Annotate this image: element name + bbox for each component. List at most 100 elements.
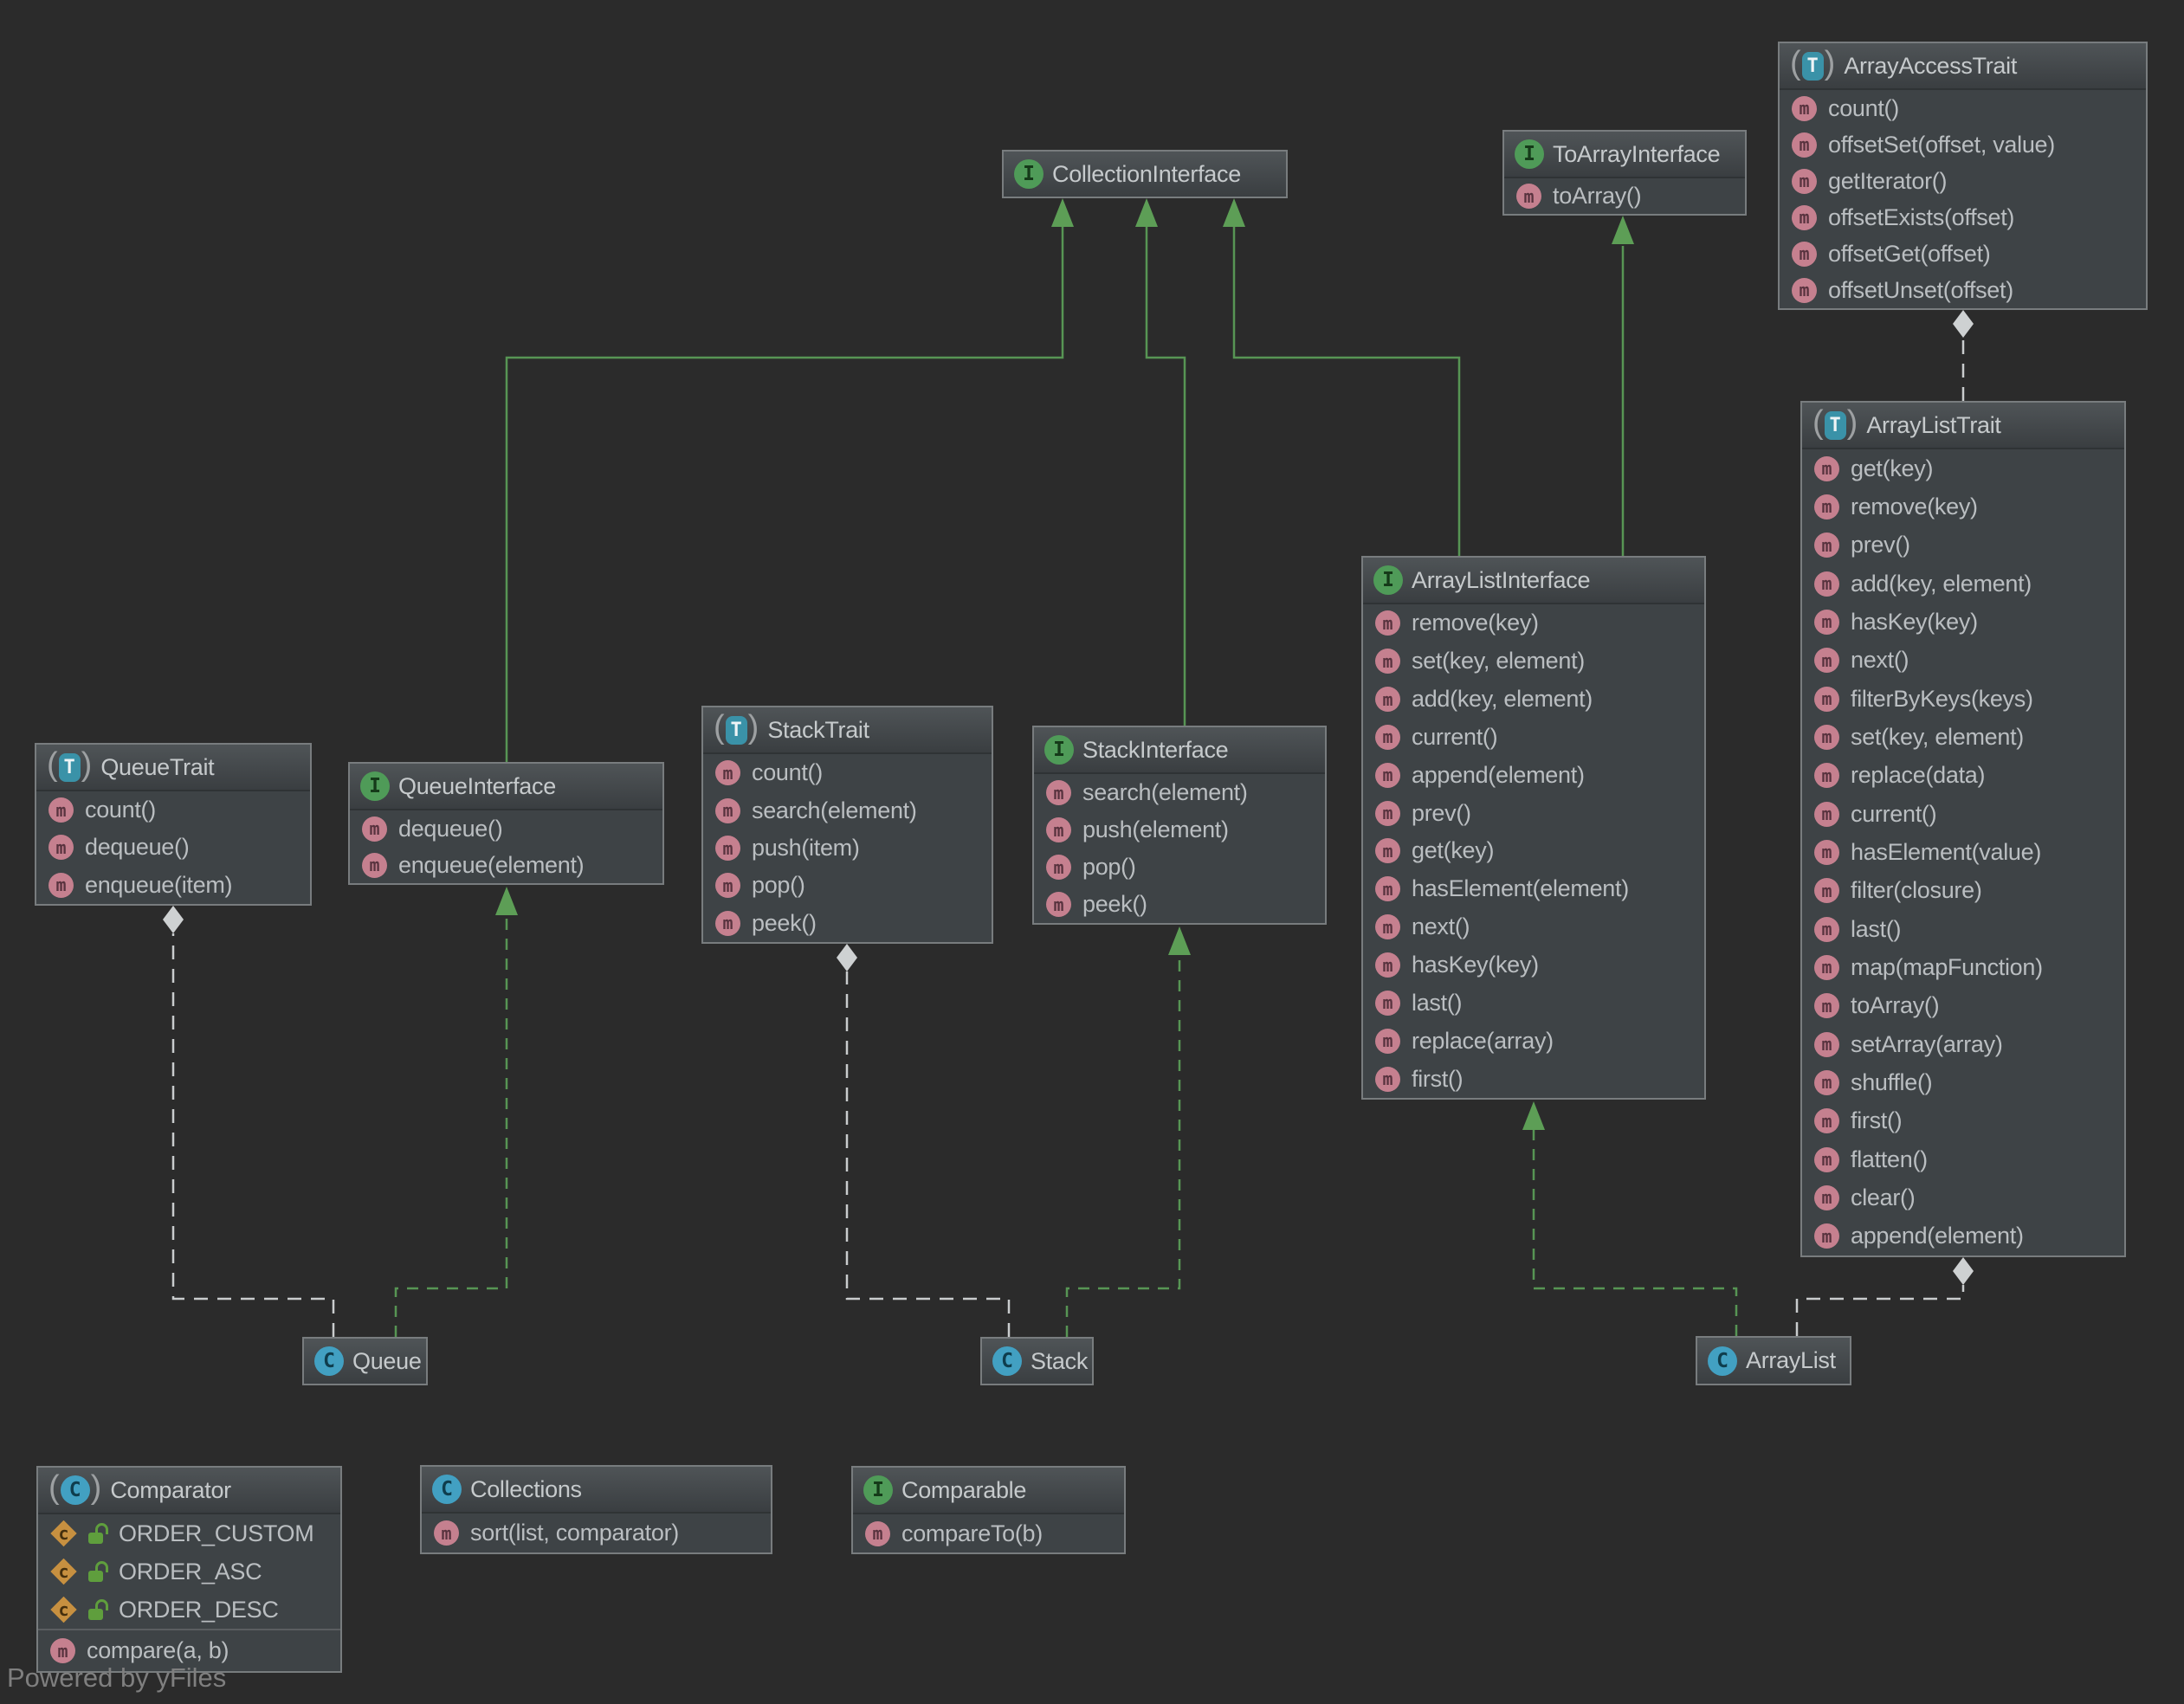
edge-stack-implements-stackinterface[interactable] — [1065, 926, 1191, 1337]
method-row[interactable]: m hasKey(key) — [1802, 603, 2124, 641]
method-row[interactable]: m first() — [1802, 1102, 2124, 1140]
class-box-stacktrait[interactable]: (T) StackTrait m count() m search(elemen… — [701, 706, 993, 944]
method-row[interactable]: m offsetUnset(offset) — [1780, 272, 2146, 308]
box-header[interactable]: I Comparable — [853, 1468, 1124, 1514]
method-row[interactable]: m enqueue(element) — [350, 847, 662, 883]
class-box-queueinterface[interactable]: I QueueInterface m dequeue() m enqueue(e… — [348, 762, 664, 885]
edge-queue-uses-queuetrait[interactable] — [163, 906, 335, 1337]
method-row[interactable]: m get(key) — [1802, 449, 2124, 487]
class-box-queue[interactable]: C Queue — [302, 1337, 428, 1385]
method-row[interactable]: m getIterator() — [1780, 163, 2146, 199]
method-row[interactable]: m pop() — [703, 867, 992, 904]
method-row[interactable]: m replace(array) — [1363, 1022, 1704, 1060]
method-row[interactable]: m hasKey(key) — [1363, 946, 1704, 984]
method-row[interactable]: m count() — [1780, 90, 2146, 126]
edge-arraylistinterface-extends-collectioninterface[interactable] — [1223, 198, 1461, 556]
method-row[interactable]: m clear() — [1802, 1178, 2124, 1217]
class-box-toarrayinterface[interactable]: I ToArrayInterface m toArray() — [1502, 130, 1747, 216]
class-box-arraylist[interactable]: C ArrayList — [1696, 1336, 1851, 1385]
method-row[interactable]: m shuffle() — [1802, 1063, 2124, 1101]
method-row[interactable]: m peek() — [1034, 886, 1325, 923]
box-header[interactable]: C ArrayList — [1697, 1338, 1850, 1384]
box-header[interactable]: (T) StackTrait — [703, 707, 992, 754]
method-row[interactable]: m replace(data) — [1802, 757, 2124, 795]
class-box-collections[interactable]: C Collections m sort(list, comparator) — [420, 1465, 772, 1554]
box-header[interactable]: C Collections — [422, 1467, 771, 1514]
method-row[interactable]: m push(element) — [1034, 811, 1325, 849]
method-row[interactable]: m flatten() — [1802, 1140, 2124, 1178]
method-row[interactable]: m search(element) — [1034, 774, 1325, 811]
method-row[interactable]: m first() — [1363, 1060, 1704, 1098]
method-row[interactable]: m append(element) — [1802, 1217, 2124, 1255]
method-row[interactable]: m current() — [1802, 795, 2124, 833]
method-row[interactable]: m append(element) — [1363, 756, 1704, 794]
class-box-arraylisttrait[interactable]: (T) ArrayListTrait m get(key) m remove(k… — [1800, 401, 2126, 1257]
class-box-arraylistinterface[interactable]: I ArrayListInterface m remove(key) m set… — [1361, 556, 1706, 1100]
edge-queue-implements-queueinterface[interactable] — [394, 887, 518, 1337]
method-row[interactable]: m push(item) — [703, 829, 992, 867]
method-row[interactable]: m remove(key) — [1363, 604, 1704, 642]
box-header[interactable]: C Stack — [982, 1339, 1092, 1384]
method-row[interactable]: m last() — [1802, 910, 2124, 948]
class-box-comparable[interactable]: I Comparable m compareTo(b) — [851, 1466, 1126, 1554]
method-row[interactable]: m dequeue() — [36, 829, 310, 866]
method-row[interactable]: m count() — [703, 754, 992, 791]
constant-row[interactable]: c ORDER_ASC — [38, 1552, 340, 1591]
box-header[interactable]: I StackInterface — [1034, 727, 1325, 774]
method-row[interactable]: m offsetSet(offset, value) — [1780, 126, 2146, 163]
method-row[interactable]: m hasElement(element) — [1363, 870, 1704, 908]
method-row[interactable]: m sort(list, comparator) — [422, 1514, 771, 1552]
class-box-queuetrait[interactable]: (T) QueueTrait m count() m dequeue() m e… — [35, 743, 312, 906]
class-box-comparator[interactable]: (C) Comparator c ORDER_CUSTOM c ORDER_AS… — [36, 1466, 342, 1673]
box-header[interactable]: (T) ArrayListTrait — [1802, 403, 2124, 449]
class-box-stack[interactable]: C Stack — [980, 1337, 1094, 1385]
method-row[interactable]: m map(mapFunction) — [1802, 948, 2124, 986]
method-row[interactable]: m set(key, element) — [1802, 718, 2124, 756]
edge-arraylist-implements-arraylistinterface[interactable] — [1522, 1101, 1738, 1336]
method-row[interactable]: m peek() — [703, 905, 992, 942]
method-row[interactable]: m prev() — [1363, 794, 1704, 832]
box-header[interactable]: I CollectionInterface — [1004, 152, 1286, 197]
method-row[interactable]: m toArray() — [1504, 178, 1745, 214]
box-header[interactable]: (C) Comparator — [38, 1468, 340, 1514]
edge-arraylistinterface-extends-toarrayinterface[interactable] — [1612, 216, 1634, 556]
method-row[interactable]: m enqueue(item) — [36, 867, 310, 904]
method-row[interactable]: m set(key, element) — [1363, 642, 1704, 681]
method-row[interactable]: m compareTo(b) — [853, 1514, 1124, 1552]
edge-arraylist-uses-arraylisttrait[interactable] — [1795, 1257, 1974, 1336]
method-row[interactable]: m next() — [1802, 642, 2124, 680]
method-row[interactable]: m count() — [36, 791, 310, 829]
class-box-arrayaccesstrait[interactable]: (T) ArrayAccessTrait m count() m offsetS… — [1778, 42, 2148, 310]
class-box-stackinterface[interactable]: I StackInterface m search(element) m pus… — [1032, 726, 1327, 925]
method-row[interactable]: m toArray() — [1802, 987, 2124, 1025]
method-row[interactable]: m setArray(array) — [1802, 1025, 2124, 1063]
box-header[interactable]: I ToArrayInterface — [1504, 132, 1745, 178]
method-row[interactable]: m get(key) — [1363, 832, 1704, 870]
method-row[interactable]: m prev() — [1802, 526, 2124, 565]
edge-queueinterface-extends-collectioninterface[interactable] — [505, 198, 1074, 762]
box-header[interactable]: I QueueInterface — [350, 764, 662, 810]
method-row[interactable]: m add(key, element) — [1363, 681, 1704, 719]
method-row[interactable]: m search(element) — [703, 791, 992, 829]
method-row[interactable]: m compare(a, b) — [38, 1630, 340, 1671]
method-row[interactable]: m hasElement(value) — [1802, 833, 2124, 871]
constant-row[interactable]: c ORDER_DESC — [38, 1591, 340, 1629]
method-row[interactable]: m next() — [1363, 908, 1704, 946]
method-row[interactable]: m pop() — [1034, 849, 1325, 886]
method-row[interactable]: m offsetExists(offset) — [1780, 199, 2146, 236]
edge-stackinterface-extends-collectioninterface[interactable] — [1135, 198, 1186, 726]
method-row[interactable]: m last() — [1363, 984, 1704, 1022]
class-box-collectioninterface[interactable]: I CollectionInterface — [1002, 150, 1288, 198]
method-row[interactable]: m current() — [1363, 719, 1704, 757]
method-row[interactable]: m offsetGet(offset) — [1780, 236, 2146, 272]
method-row[interactable]: m filter(closure) — [1802, 872, 2124, 910]
edge-arraylisttrait-uses-arrayaccesstrait[interactable] — [1953, 310, 1974, 401]
method-row[interactable]: m add(key, element) — [1802, 565, 2124, 603]
box-header[interactable]: I ArrayListInterface — [1363, 558, 1704, 604]
constant-row[interactable]: c ORDER_CUSTOM — [38, 1514, 340, 1552]
method-row[interactable]: m dequeue() — [350, 810, 662, 847]
box-header[interactable]: (T) QueueTrait — [36, 745, 310, 791]
method-row[interactable]: m remove(key) — [1802, 487, 2124, 526]
method-row[interactable]: m filterByKeys(keys) — [1802, 680, 2124, 718]
